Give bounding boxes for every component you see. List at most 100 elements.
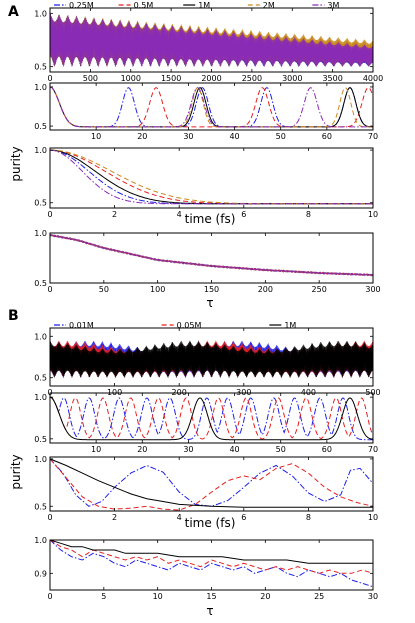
ylabel-purity-a: purity [9, 146, 23, 181]
plot-area [50, 86, 373, 128]
x-tick-label: 10 [91, 132, 101, 141]
x-tick-label: 20 [137, 132, 147, 141]
xlabel-tau-b: τ [206, 604, 213, 618]
x-tick-label: 2000 [201, 74, 221, 83]
subplot-a3: 0 2 4 6 8 10 0.5 1.0 [34, 146, 378, 219]
series-line-3m [50, 234, 373, 277]
x-tick-label: 10 [91, 445, 101, 454]
series-line-3m [50, 149, 373, 205]
y-tick-label: 0.5 [34, 122, 47, 131]
x-tick-label: 50 [99, 285, 109, 294]
x-tick-label: 10 [153, 592, 163, 601]
series-line-3m [50, 86, 373, 128]
x-tick-label: 2 [112, 210, 117, 219]
x-tick-label: 30 [368, 592, 378, 601]
series-line-1m [50, 396, 373, 441]
x-tick-label: 40 [229, 132, 239, 141]
y-tick-label: 1.0 [34, 536, 47, 545]
subplot-a2: 10 20 30 40 50 60 70 0.5 1.0 [34, 82, 378, 141]
plot-area [50, 149, 373, 205]
axes-frame [49, 232, 374, 284]
series-line-2m [50, 234, 373, 277]
panel-letter-b: B [8, 308, 19, 324]
x-tick-label: 10 [368, 513, 378, 522]
xlabel-time-b: time (fs) [185, 516, 236, 530]
x-tick-label: 500 [83, 74, 98, 83]
axes-frame [49, 539, 374, 591]
x-tick-label: 1000 [121, 74, 141, 83]
subplot-b3: 0 2 4 6 8 10 0.5 1.0 [34, 455, 378, 522]
legend-label-1m: 1M [284, 321, 296, 330]
x-tick-label: 0 [47, 74, 52, 83]
x-tick-label: 0 [47, 210, 52, 219]
series-line-0-01m [50, 396, 373, 441]
x-tick-label: 20 [260, 592, 270, 601]
series-line-1m [50, 234, 373, 277]
y-tick-label: 1.0 [34, 455, 47, 464]
series-line-1m [50, 86, 373, 128]
x-tick-label: 70 [368, 445, 378, 454]
x-tick-label: 70 [368, 132, 378, 141]
x-tick-label: 25 [314, 592, 324, 601]
y-tick-label: 1.0 [34, 393, 47, 402]
y-tick-label: 0.5 [34, 435, 47, 444]
series-line-0-5m [50, 234, 373, 277]
series-line-2m [50, 14, 373, 67]
subplot-b2: 10 20 30 40 50 60 70 0.5 1.0 [34, 392, 378, 454]
axes-frame [49, 392, 374, 444]
y-tick-label: 0.9 [34, 569, 47, 578]
x-tick-label: 4000 [363, 74, 383, 83]
x-tick-label: 3000 [282, 74, 302, 83]
legend-label-3m: 3M [327, 1, 339, 10]
series-line-1m [50, 340, 373, 378]
panel-letter-a: A [8, 4, 19, 20]
series-line-0-25m [50, 149, 373, 205]
x-tick-label: 50 [276, 445, 286, 454]
plot-area [50, 233, 373, 277]
x-tick-label: 300 [365, 285, 380, 294]
x-tick-label: 8 [306, 210, 311, 219]
x-tick-label: 5 [101, 592, 106, 601]
series-line-3m [50, 14, 373, 67]
series-line-0-25m [50, 233, 373, 277]
x-tick-label: 0 [47, 285, 52, 294]
axes-frame [49, 327, 374, 387]
series-line-0-01m [50, 458, 373, 507]
x-tick-label: 3500 [322, 74, 342, 83]
axes-frame [49, 456, 374, 512]
legend-label-0-5m: 0.5M [134, 1, 154, 10]
ylabel-purity-b: purity [9, 454, 23, 489]
x-tick-label: 15 [206, 592, 216, 601]
series-line-0-5m [50, 149, 373, 205]
legend-label-0-01m: 0.01M [69, 321, 94, 330]
x-tick-label: 30 [183, 445, 193, 454]
series-line-0-05m [50, 540, 373, 574]
legend-label-0-25m: 0.25M [69, 1, 94, 10]
plot-area [50, 396, 373, 441]
y-tick-label: 1.0 [34, 229, 47, 238]
axes-frame [49, 82, 374, 131]
y-tick-label: 1.0 [34, 146, 47, 155]
x-tick-label: 8 [306, 513, 311, 522]
x-tick-label: 200 [258, 285, 273, 294]
series-line-1m [50, 458, 373, 508]
y-tick-label: 0.5 [34, 199, 47, 208]
series-line-0-05m [50, 396, 373, 440]
x-tick-label: 2 [112, 513, 117, 522]
x-tick-label: 50 [276, 132, 286, 141]
x-tick-label: 40 [229, 445, 239, 454]
series-line-2m [50, 86, 373, 128]
series-line-1m [50, 540, 373, 564]
series-line-0-05m [50, 458, 373, 511]
axes-frame [49, 147, 374, 209]
x-tick-label: 2500 [242, 74, 262, 83]
plot-area [50, 13, 373, 67]
subplot-b4: 0 5 10 15 20 25 30 0.9 1.0 [34, 536, 378, 601]
x-tick-label: 6 [241, 513, 246, 522]
series-line-2m [50, 149, 373, 205]
x-tick-label: 60 [322, 132, 332, 141]
plot-area [50, 458, 373, 511]
x-tick-label: 20 [137, 445, 147, 454]
legend-label-2m: 2M [263, 1, 275, 10]
